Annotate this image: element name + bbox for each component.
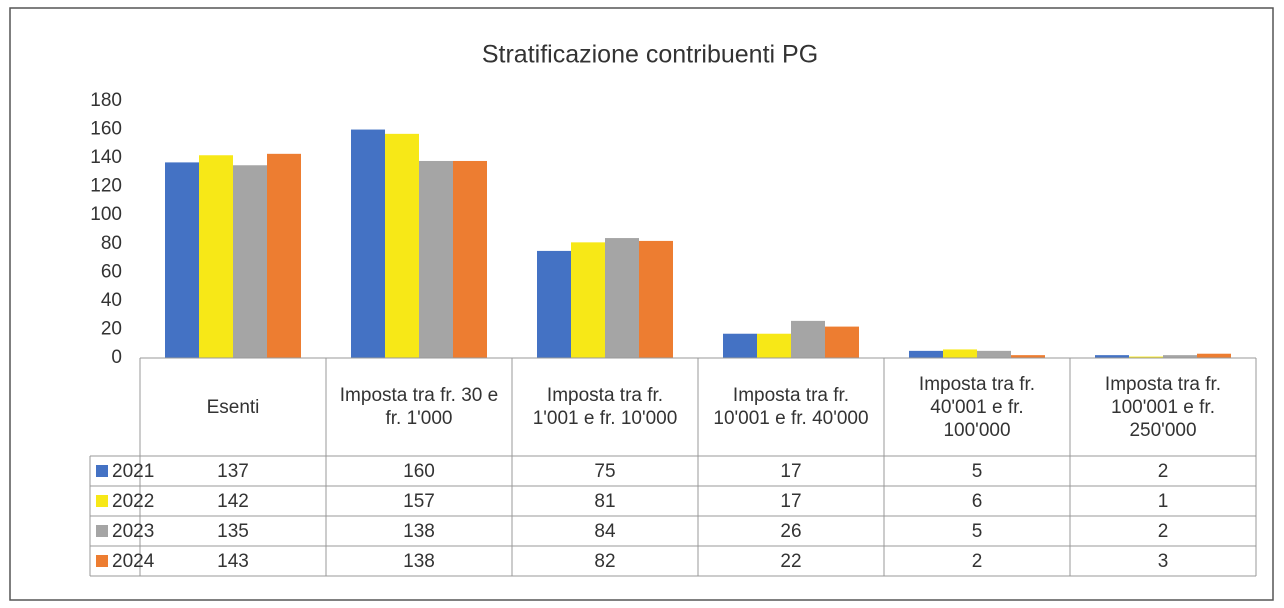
y-tick-label: 0 xyxy=(111,347,122,368)
chart-border xyxy=(9,7,1274,601)
bar xyxy=(757,333,791,358)
legend-label: 2021 xyxy=(112,461,154,482)
table-value: 75 xyxy=(594,461,615,482)
bar xyxy=(943,349,977,358)
category-label: Imposta tra fr. 30 e fr. 1'000 xyxy=(339,385,499,429)
bar xyxy=(1129,356,1163,358)
category-label: Imposta tra fr. 10'001 e fr. 40'000 xyxy=(713,385,869,429)
legend-label: 2024 xyxy=(112,551,155,572)
table-value: 1 xyxy=(1158,491,1169,512)
table-value: 138 xyxy=(403,521,435,542)
table-value: 5 xyxy=(972,461,983,482)
table-value: 2 xyxy=(1158,521,1169,542)
table-value: 6 xyxy=(972,491,983,512)
legend-label: 2022 xyxy=(112,491,154,512)
y-tick-label: 40 xyxy=(101,290,122,311)
category-label: Imposta tra fr. 1'001 e fr. 10'000 xyxy=(532,385,678,429)
table-value: 137 xyxy=(217,461,249,482)
bar xyxy=(977,350,1011,358)
legend-label: 2023 xyxy=(112,521,154,542)
bar xyxy=(267,153,301,358)
table-value: 2 xyxy=(972,551,983,572)
bar xyxy=(385,133,419,358)
table-value: 5 xyxy=(972,521,983,542)
category-label: Imposta tra fr. 100'001 e fr. 250'000 xyxy=(1104,373,1222,441)
table-value: 142 xyxy=(217,491,249,512)
bar xyxy=(233,165,267,358)
legend-key xyxy=(96,525,108,537)
y-tick-label: 100 xyxy=(90,204,122,225)
y-tick-label: 120 xyxy=(90,176,122,197)
y-tick-label: 140 xyxy=(90,147,122,168)
bar xyxy=(1011,355,1045,358)
bar xyxy=(825,326,859,358)
bar xyxy=(1095,355,1129,358)
table-value: 160 xyxy=(403,461,435,482)
table-value: 143 xyxy=(217,551,249,572)
legend-key xyxy=(96,465,108,477)
category-label: Imposta tra fr. 40'001 e fr. 100'000 xyxy=(918,373,1036,441)
y-tick-label: 180 xyxy=(90,90,122,111)
bar xyxy=(1197,353,1231,358)
table-value: 81 xyxy=(594,491,615,512)
legend-key xyxy=(96,495,108,507)
table-value: 26 xyxy=(780,521,801,542)
bar xyxy=(791,320,825,358)
table-value: 22 xyxy=(780,551,801,572)
table-value: 135 xyxy=(217,521,249,542)
bar xyxy=(537,250,571,358)
bar xyxy=(723,333,757,358)
bar xyxy=(419,160,453,358)
table-value: 17 xyxy=(780,461,801,482)
legend-key xyxy=(96,555,108,567)
bar xyxy=(571,242,605,358)
bar xyxy=(909,350,943,358)
table-value: 3 xyxy=(1158,551,1169,572)
table-value: 2 xyxy=(1158,461,1169,482)
bar xyxy=(351,129,385,358)
table-value: 138 xyxy=(403,551,435,572)
category-label: Esenti xyxy=(206,396,260,418)
y-tick-label: 80 xyxy=(101,233,122,254)
chart-title: Stratificazione contribuenti PG xyxy=(482,41,818,69)
table-value: 17 xyxy=(780,491,801,512)
table-value: 84 xyxy=(594,521,616,542)
y-tick-label: 60 xyxy=(101,261,122,282)
bar xyxy=(165,162,199,358)
table-value: 82 xyxy=(594,551,615,572)
bar xyxy=(639,240,673,358)
bar xyxy=(1163,355,1197,358)
bar xyxy=(199,155,233,358)
table-value: 157 xyxy=(403,491,435,512)
y-tick-label: 160 xyxy=(90,119,122,140)
bar xyxy=(453,160,487,358)
bar xyxy=(605,238,639,358)
y-tick-label: 20 xyxy=(101,318,122,339)
